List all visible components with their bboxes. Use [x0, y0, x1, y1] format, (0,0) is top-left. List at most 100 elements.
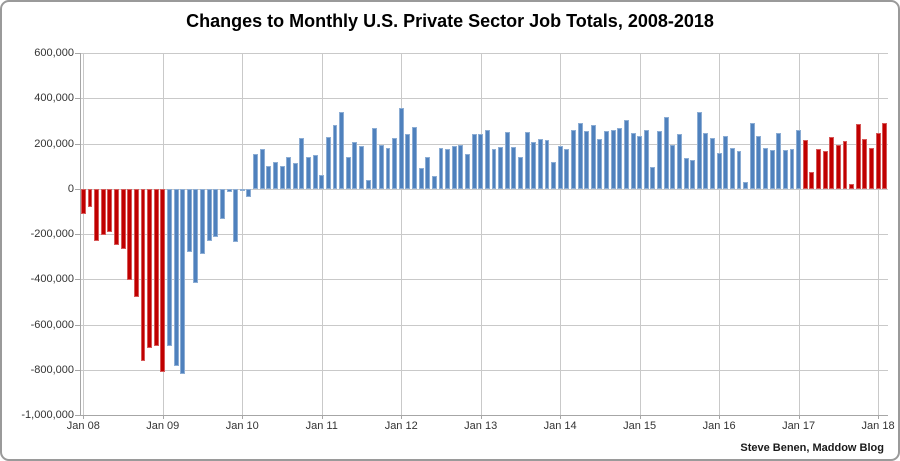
y-axis-tick [75, 279, 80, 281]
bar-month-105 [776, 133, 782, 189]
y-axis-label: 0 [67, 182, 74, 195]
bar-month-40 [345, 157, 351, 189]
bar-month-24 [239, 188, 245, 191]
h-gridline [80, 98, 888, 100]
v-gridline [480, 53, 482, 415]
bar-month-55 [445, 149, 451, 189]
bar-month-39 [339, 111, 345, 189]
x-axis-tick [242, 415, 244, 419]
bar-month-90 [676, 134, 682, 189]
bar-month-69 [537, 138, 543, 189]
bar-month-19 [206, 188, 212, 241]
bar-month-21 [219, 188, 225, 220]
bar-month-10 [147, 188, 153, 349]
bar-month-43 [365, 179, 371, 189]
x-axis-tick [639, 415, 641, 419]
bar-month-5 [114, 188, 119, 246]
bar-month-17 [193, 188, 199, 283]
bar-month-38 [332, 125, 338, 189]
bar-month-119 [869, 148, 874, 189]
bar-month-103 [763, 148, 768, 189]
bar-month-31 [286, 157, 292, 189]
bar-month-27 [259, 149, 265, 189]
bar-month-3 [100, 188, 106, 236]
bar-month-25 [246, 188, 252, 197]
x-axis-label: Jan 09 [146, 420, 180, 432]
bar-month-79 [604, 131, 610, 189]
x-axis-label: Jan 15 [623, 420, 657, 432]
bar-month-72 [557, 145, 563, 189]
bar-month-91 [683, 158, 689, 189]
bar-month-106 [782, 150, 788, 189]
bar-month-108 [796, 129, 802, 189]
bar-month-121 [882, 123, 888, 189]
x-axis-tick [480, 415, 482, 419]
x-axis-tick [798, 415, 800, 419]
bar-month-15 [180, 188, 186, 375]
bar-month-12 [160, 188, 166, 372]
bar-month-28 [266, 166, 272, 189]
bar-month-102 [756, 135, 762, 189]
bar-month-73 [564, 149, 570, 189]
bar-month-34 [306, 157, 311, 189]
bar-month-93 [696, 111, 702, 189]
v-gridline [242, 53, 244, 415]
h-gridline [80, 324, 888, 326]
bar-month-47 [392, 137, 398, 189]
bar-month-30 [279, 166, 285, 189]
h-gridline [80, 279, 888, 281]
bar-month-116 [849, 184, 855, 189]
bar-month-111 [816, 149, 821, 189]
bar-month-78 [597, 138, 603, 189]
y-axis-tick [75, 53, 80, 54]
h-gridline [80, 234, 888, 235]
bar-month-20 [213, 188, 219, 238]
bar-month-56 [451, 145, 457, 189]
y-axis-tick [75, 324, 80, 326]
bar-month-104 [769, 150, 775, 189]
x-axis-tick [401, 415, 403, 419]
bar-month-60 [478, 134, 484, 189]
bar-month-67 [524, 132, 530, 189]
v-gridline [639, 53, 641, 415]
x-axis-tick [162, 415, 164, 419]
bar-month-62 [491, 149, 497, 189]
v-gridline [401, 53, 403, 415]
bar-month-54 [438, 148, 444, 189]
bar-month-57 [458, 144, 464, 189]
bar-month-98 [729, 148, 735, 189]
bar-month-71 [551, 161, 557, 189]
bar-month-0 [80, 188, 86, 214]
bar-month-96 [716, 152, 722, 189]
y-axis-label: -600,000 [30, 318, 74, 331]
bar-month-87 [657, 131, 663, 189]
bar-month-77 [590, 125, 596, 189]
y-axis-tick [75, 369, 80, 371]
bar-month-85 [643, 129, 649, 189]
bar-month-11 [153, 188, 159, 346]
x-axis-label: Jan 13 [464, 420, 498, 432]
h-gridline [80, 188, 888, 190]
bar-month-64 [504, 132, 510, 189]
bar-month-4 [107, 188, 113, 232]
bar-month-14 [173, 188, 179, 367]
h-gridline [80, 369, 888, 371]
bar-month-22 [226, 188, 232, 193]
y-axis-label: -200,000 [30, 228, 74, 240]
bar-month-113 [829, 136, 835, 189]
y-axis-tick [75, 188, 80, 190]
y-axis-tick [75, 98, 80, 100]
x-axis-label: Jan 18 [861, 420, 895, 432]
x-axis-label: Jan 16 [702, 420, 736, 432]
bar-month-95 [710, 137, 715, 189]
bar-month-97 [723, 135, 729, 189]
bar-month-115 [842, 141, 848, 189]
bar-month-26 [253, 153, 259, 189]
x-axis-label: Jan 11 [305, 420, 338, 432]
bar-month-48 [398, 108, 404, 189]
y-axis-label: 200,000 [34, 137, 74, 150]
bar-month-112 [822, 151, 828, 189]
x-axis-tick [878, 415, 880, 419]
bar-month-100 [743, 181, 749, 189]
